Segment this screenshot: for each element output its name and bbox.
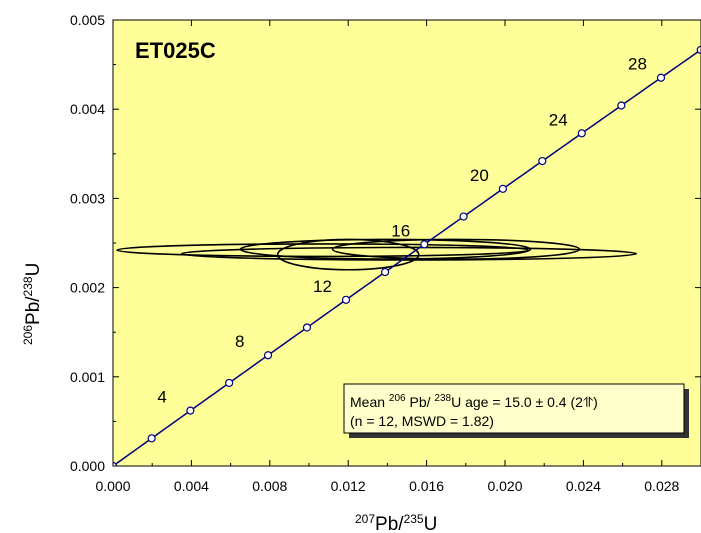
axes: 0.000 0.004 0.008 0.012 0.016 0.020 0.024 0.028… xyxy=(70,12,701,494)
ellipses-layer xyxy=(116,238,638,271)
age-marker-10 xyxy=(302,323,312,332)
result-line-2: (n = 12, MSWD = 1.82) xyxy=(350,413,494,429)
age-marker-14 xyxy=(381,267,390,277)
x-tick-label: 0.004 xyxy=(174,478,209,494)
error-ellipse-5 xyxy=(276,238,420,271)
age-label-12: 12 xyxy=(313,277,332,296)
chart-title: ET025C xyxy=(135,38,216,63)
age-marker-12 xyxy=(341,295,351,304)
age-marker-4 xyxy=(186,406,195,415)
y-tick-label: 0.001 xyxy=(70,369,105,385)
x-axis-label: 207Pb/235U xyxy=(355,512,437,533)
age-marker-8 xyxy=(263,351,273,360)
error-ellipse-1 xyxy=(116,243,530,258)
x-tick-label: 0.008 xyxy=(252,478,287,494)
result-line-1: Mean 206 Pb/ 238U age = 15.0 ± 0.4 (2⥣) xyxy=(350,393,598,410)
x-tick-label: 0.016 xyxy=(409,478,444,494)
age-marker-30 xyxy=(696,45,701,55)
error-ellipse-4 xyxy=(331,238,581,260)
age-marker-20 xyxy=(498,184,507,193)
age-label-24: 24 xyxy=(549,110,568,129)
age-marker-26 xyxy=(617,101,626,110)
x-tick-label: 0.024 xyxy=(566,478,601,494)
age-label-28: 28 xyxy=(628,55,647,74)
age-label-4: 4 xyxy=(157,388,166,407)
x-tick-label: 0.012 xyxy=(331,478,366,494)
age-marker-28 xyxy=(656,73,666,82)
age-marker-2 xyxy=(147,434,156,443)
age-marker-6 xyxy=(225,378,234,388)
age-marker-18 xyxy=(459,212,468,221)
y-tick-label: 0.002 xyxy=(70,280,105,296)
age-marker-24 xyxy=(577,129,586,138)
age-marker-22 xyxy=(538,156,547,166)
y-axis-label: 206Pb/238U xyxy=(21,263,44,345)
y-tick-label: 0.003 xyxy=(70,190,105,206)
age-label-20: 20 xyxy=(470,166,489,185)
y-tick-label: 0.004 xyxy=(70,101,105,117)
y-tick-label: 0.000 xyxy=(70,458,105,474)
x-tick-label: 0.028 xyxy=(644,478,679,494)
y-tick-label: 0.005 xyxy=(70,12,105,28)
age-label-8: 8 xyxy=(235,332,244,351)
age-marker-0 xyxy=(113,461,118,466)
age-marker-16 xyxy=(420,240,429,249)
x-tick-label: 0.020 xyxy=(487,478,522,494)
age-label-16: 16 xyxy=(391,221,410,240)
result-box: Mean 206 Pb/ 238U age = 15.0 ± 0.4 (2⥣) … xyxy=(343,383,689,438)
svg-text:206Pb/238U: 206Pb/238U xyxy=(21,263,44,345)
x-tick-label: 0.000 xyxy=(95,478,130,494)
